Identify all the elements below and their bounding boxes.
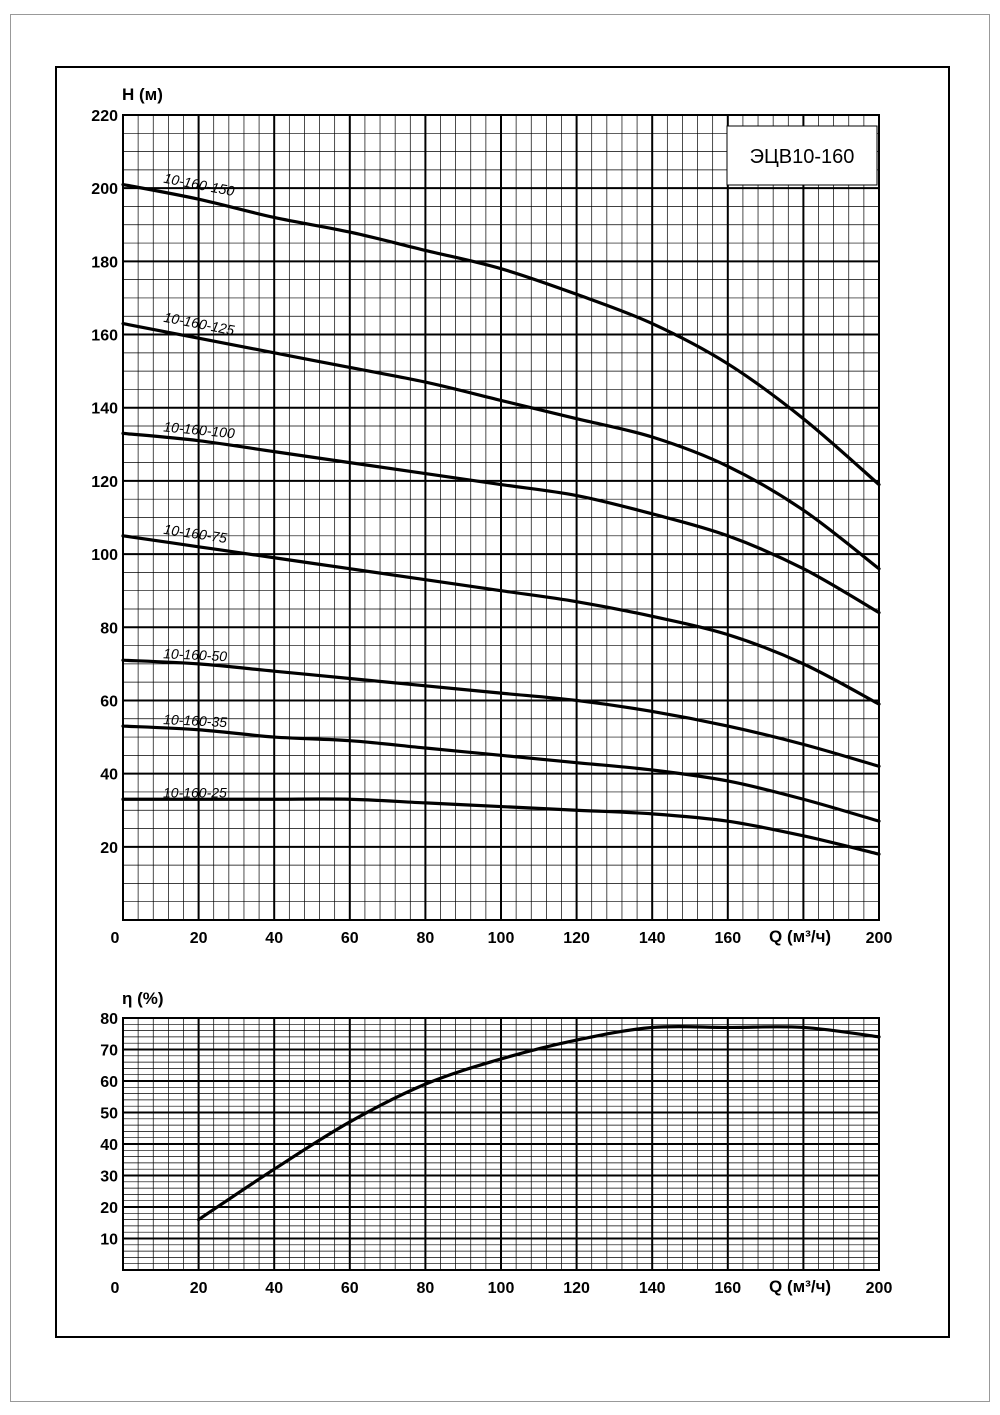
y-tick-label: 60	[100, 1074, 118, 1091]
efficiency-grid	[122, 1017, 880, 1271]
x-tick-label: 160	[714, 1280, 741, 1297]
page-border	[10, 14, 990, 1402]
y-tick-label: 80	[100, 620, 118, 637]
y-tick-label: 80	[100, 1011, 118, 1028]
chart-title-box	[726, 125, 878, 186]
series-line-10-160-150	[121, 182, 881, 487]
head-x-axis-label: Q (м³/ч)	[769, 927, 831, 946]
x-tick-label: 120	[563, 1280, 590, 1297]
x-tick-label: 140	[639, 1280, 666, 1297]
chart-title: ЭЦВ10-160	[750, 146, 855, 168]
x-tick-label: 0	[111, 1280, 120, 1297]
y-tick-label: 200	[91, 181, 118, 198]
y-tick-label: 30	[100, 1169, 118, 1186]
efficiency-chart: 0 20 40 60 80 100 120 140 160 200 10 20 30 40 50 60 70 80…	[100, 989, 892, 1297]
x-tick-label: 120	[563, 930, 590, 947]
series-label: 10-160-35	[163, 711, 228, 730]
y-tick-label: 180	[91, 254, 118, 271]
plot-border	[122, 1017, 880, 1271]
y-tick-label: 10	[100, 1232, 118, 1249]
y-tick-label: 140	[91, 401, 118, 418]
x-tick-label: 20	[190, 930, 208, 947]
x-tick-label: 100	[488, 930, 515, 947]
series-label: 10-160-50	[163, 645, 228, 664]
plot-border	[122, 114, 880, 921]
efficiency-y-axis-label: η (%)	[122, 989, 164, 1008]
y-tick-label: 160	[91, 328, 118, 345]
y-tick-label: 40	[100, 1137, 118, 1154]
y-tick-label: 50	[100, 1106, 118, 1123]
x-tick-label: 100	[488, 1280, 515, 1297]
y-tick-label: 120	[91, 474, 118, 491]
series-label: 10-160-100	[163, 418, 236, 441]
head-y-axis-label: H (м)	[122, 85, 163, 104]
series-line-10-160-125	[121, 321, 881, 571]
y-tick-label: 40	[100, 767, 118, 784]
y-tick-label: 220	[91, 108, 118, 125]
y-tick-label: 20	[100, 1200, 118, 1217]
x-tick-label: 160	[714, 930, 741, 947]
chart-frame	[55, 66, 950, 1338]
x-tick-label: 140	[639, 930, 666, 947]
head-chart: 0 20 40 60 80 100 120 140 160 200 20 40 60 80 100 120 14…	[91, 85, 892, 947]
efficiency-x-axis-label: Q (м³/ч)	[769, 1277, 831, 1296]
y-tick-label: 20	[100, 840, 118, 857]
x-tick-label: 0	[111, 930, 120, 947]
y-tick-label: 70	[100, 1043, 118, 1060]
x-tick-label: 80	[417, 930, 435, 947]
series-line-efficiency	[197, 1024, 881, 1222]
efficiency-curves	[197, 1024, 881, 1222]
y-tick-label: 100	[91, 547, 118, 564]
x-tick-label: 40	[265, 1280, 283, 1297]
x-tick-label: 80	[417, 1280, 435, 1297]
efficiency-tick-labels: 0 20 40 60 80 100 120 140 160 200 10 20 30 40 50 60 70 80	[100, 1011, 892, 1297]
y-tick-label: 60	[100, 693, 118, 710]
head-tick-labels: 0 20 40 60 80 100 120 140 160 200 20 40 60 80 100 120 14…	[91, 108, 892, 947]
series-label: 10-160-25	[163, 784, 227, 800]
x-tick-label: 200	[866, 930, 893, 947]
x-tick-label: 60	[341, 930, 359, 947]
x-tick-label: 40	[265, 930, 283, 947]
x-tick-label: 20	[190, 1280, 208, 1297]
x-tick-label: 60	[341, 1280, 359, 1297]
head-curves: 10-160-15010-160-12510-160-10010-160-751…	[121, 170, 881, 856]
x-tick-label: 200	[866, 1280, 893, 1297]
